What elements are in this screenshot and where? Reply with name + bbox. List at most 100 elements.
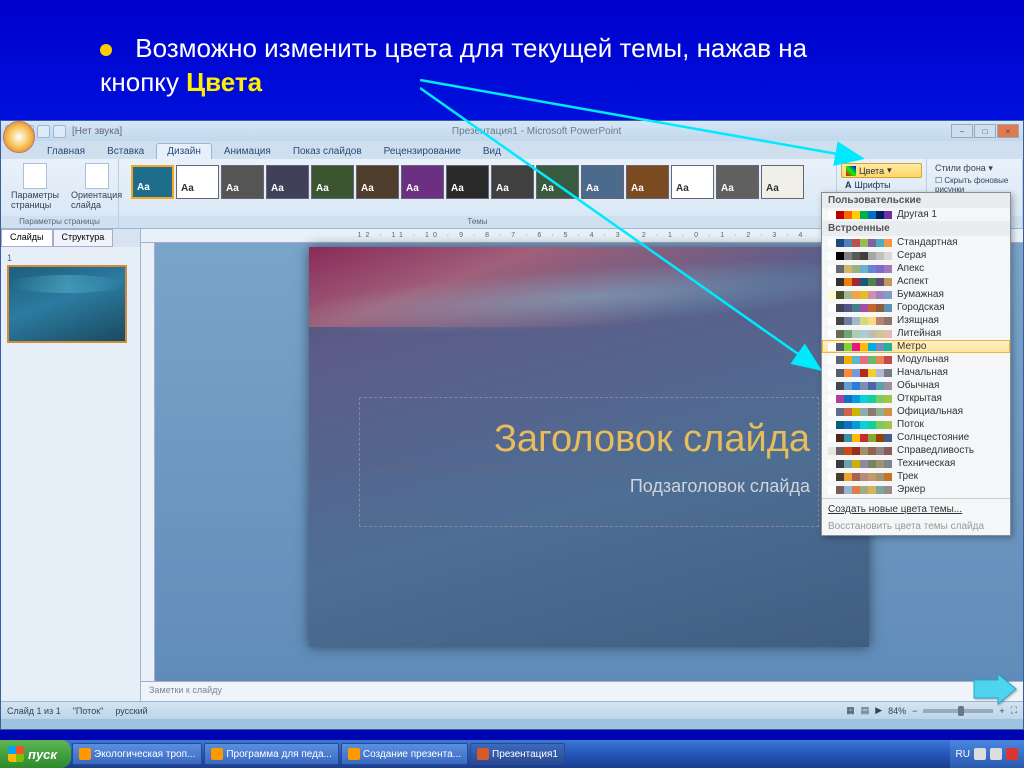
color-scheme-item[interactable]: Серая <box>822 249 1010 262</box>
panel-tabs: Слайды Структура <box>1 229 140 247</box>
color-scheme-item[interactable]: Обычная <box>822 379 1010 392</box>
office-button[interactable] <box>3 121 35 153</box>
color-scheme-item[interactable]: Литейная <box>822 327 1010 340</box>
orientation-button[interactable]: Ориентация слайда <box>67 161 126 212</box>
color-scheme-item[interactable]: Изящная <box>822 314 1010 327</box>
colors-button[interactable]: Цвета ▾ <box>841 163 922 178</box>
color-scheme-item[interactable]: Стандартная <box>822 236 1010 249</box>
view-slideshow-icon[interactable]: ▶ <box>875 705 882 716</box>
window-controls: – □ × <box>951 124 1019 138</box>
notes-pane[interactable]: Заметки к слайду <box>141 681 1023 701</box>
tab-slides-panel[interactable]: Слайды <box>1 229 53 247</box>
color-scheme-item[interactable]: Справедливость <box>822 444 1010 457</box>
colors-dropdown: Пользовательские Другая 1 Встроенные Ста… <box>821 192 1011 536</box>
taskbar-item[interactable]: Создание презента... <box>341 743 468 765</box>
taskbar-item[interactable]: Презентация1 <box>470 743 565 765</box>
color-scheme-item[interactable]: Бумажная <box>822 288 1010 301</box>
qat-redo-icon[interactable] <box>37 125 50 138</box>
view-sorter-icon[interactable]: ▤ <box>861 705 870 716</box>
tray-lang[interactable]: RU <box>956 749 970 760</box>
theme-thumbnail[interactable]: Aa <box>626 165 669 199</box>
color-scheme-label: Начальная <box>897 367 1004 378</box>
color-scheme-item[interactable]: Апекс <box>822 262 1010 275</box>
status-lang: русский <box>115 706 147 716</box>
fonts-button[interactable]: AШрифты <box>841 179 922 191</box>
taskbar-item[interactable]: Экологическая троп... <box>72 743 202 765</box>
title-placeholder[interactable]: Заголовок слайда Подзаголовок слайда <box>359 397 819 527</box>
start-button[interactable]: пуск <box>0 740 71 768</box>
close-button[interactable]: × <box>997 124 1019 138</box>
theme-thumbnail[interactable]: Aa <box>446 165 489 199</box>
color-scheme-item[interactable]: Официальная <box>822 405 1010 418</box>
color-scheme-item[interactable]: Начальная <box>822 366 1010 379</box>
color-scheme-item[interactable]: Поток <box>822 418 1010 431</box>
ribbon-group-themes: AaAaAaAaAaAaAaAaAaAaAaAaAaAaAa Темы <box>119 159 837 228</box>
tab-outline-panel[interactable]: Структура <box>53 229 114 247</box>
restore-colors: Восстановить цвета темы слайда <box>822 518 1010 535</box>
next-slide-arrow[interactable] <box>972 672 1018 706</box>
theme-thumbnail[interactable]: Aa <box>491 165 534 199</box>
color-scheme-item[interactable]: Аспект <box>822 275 1010 288</box>
color-scheme-label: Открытая <box>897 393 1004 404</box>
ribbon-group-page-setup: Параметры страницы Ориентация слайда Пар… <box>1 159 119 228</box>
theme-thumbnail[interactable]: Aa <box>761 165 804 199</box>
tab-insert[interactable]: Вставка <box>97 144 154 159</box>
tab-home[interactable]: Главная <box>37 144 95 159</box>
theme-thumbnail[interactable]: Aa <box>716 165 759 199</box>
slide-subtitle[interactable]: Подзаголовок слайда <box>368 476 810 497</box>
theme-thumbnail[interactable]: Aa <box>671 165 714 199</box>
color-scheme-item[interactable]: Городская <box>822 301 1010 314</box>
theme-thumbnail[interactable]: Aa <box>311 165 354 199</box>
color-scheme-item[interactable]: Солнцестояние <box>822 431 1010 444</box>
custom-section-label: Пользовательские <box>822 193 1010 208</box>
page-setup-icon <box>23 163 47 189</box>
status-bar: Слайд 1 из 1 "Поток" русский ▦ ▤ ▶ 84% −… <box>1 701 1023 719</box>
theme-thumbnail[interactable]: Aa <box>401 165 444 199</box>
minimize-button[interactable]: – <box>951 124 973 138</box>
taskbar-item[interactable]: Программа для педа... <box>204 743 339 765</box>
color-scheme-label: Солнцестояние <box>897 432 1004 443</box>
color-scheme-item[interactable]: Другая 1 <box>822 208 1010 221</box>
theme-thumbnail[interactable]: Aa <box>581 165 624 199</box>
color-scheme-label: Поток <box>897 419 1004 430</box>
theme-thumbnail[interactable]: Aa <box>176 165 219 199</box>
color-scheme-item[interactable]: Эркер <box>822 483 1010 496</box>
qat-print-icon[interactable] <box>53 125 66 138</box>
theme-thumbnail[interactable]: Aa <box>131 165 174 199</box>
tab-design[interactable]: Дизайн <box>156 143 212 159</box>
color-scheme-item[interactable]: Техническая <box>822 457 1010 470</box>
slide-thumbnail-1[interactable] <box>7 265 127 343</box>
slide-canvas[interactable]: Заголовок слайда Подзаголовок слайда <box>309 247 869 647</box>
slide-title[interactable]: Заголовок слайда <box>368 406 810 461</box>
group-label-page: Параметры страницы <box>1 216 118 228</box>
color-scheme-item[interactable]: Метро <box>822 340 1010 353</box>
tray-icon[interactable] <box>990 748 1002 760</box>
theme-thumbnail[interactable]: Aa <box>266 165 309 199</box>
create-new-colors[interactable]: Создать новые цвета темы... <box>822 501 1010 518</box>
color-scheme-label: Обычная <box>897 380 1004 391</box>
fit-icon[interactable]: ⛶ <box>1011 705 1017 716</box>
instruction-highlight: Цвета <box>186 67 262 97</box>
zoom-in-icon[interactable]: + <box>999 706 1004 716</box>
view-normal-icon[interactable]: ▦ <box>846 705 855 716</box>
theme-thumbnail[interactable]: Aa <box>221 165 264 199</box>
theme-thumbnail[interactable]: Aa <box>536 165 579 199</box>
tab-animations[interactable]: Анимация <box>214 144 281 159</box>
tray-icon[interactable] <box>974 748 986 760</box>
theme-thumbnail[interactable]: Aa <box>356 165 399 199</box>
tab-slideshow[interactable]: Показ слайдов <box>283 144 372 159</box>
color-scheme-item[interactable]: Открытая <box>822 392 1010 405</box>
tab-review[interactable]: Рецензирование <box>374 144 471 159</box>
zoom-slider[interactable] <box>923 709 993 713</box>
color-scheme-item[interactable]: Трек <box>822 470 1010 483</box>
bg-styles-button[interactable]: Стили фона ▾ <box>935 163 1014 174</box>
color-scheme-label: Стандартная <box>897 237 1004 248</box>
tray-icon[interactable] <box>1006 748 1018 760</box>
zoom-out-icon[interactable]: − <box>912 706 917 716</box>
page-setup-button[interactable]: Параметры страницы <box>7 161 63 212</box>
color-scheme-label: Апекс <box>897 263 1004 274</box>
color-scheme-item[interactable]: Модульная <box>822 353 1010 366</box>
tab-view[interactable]: Вид <box>473 144 511 159</box>
color-scheme-label: Техническая <box>897 458 1004 469</box>
maximize-button[interactable]: □ <box>974 124 996 138</box>
